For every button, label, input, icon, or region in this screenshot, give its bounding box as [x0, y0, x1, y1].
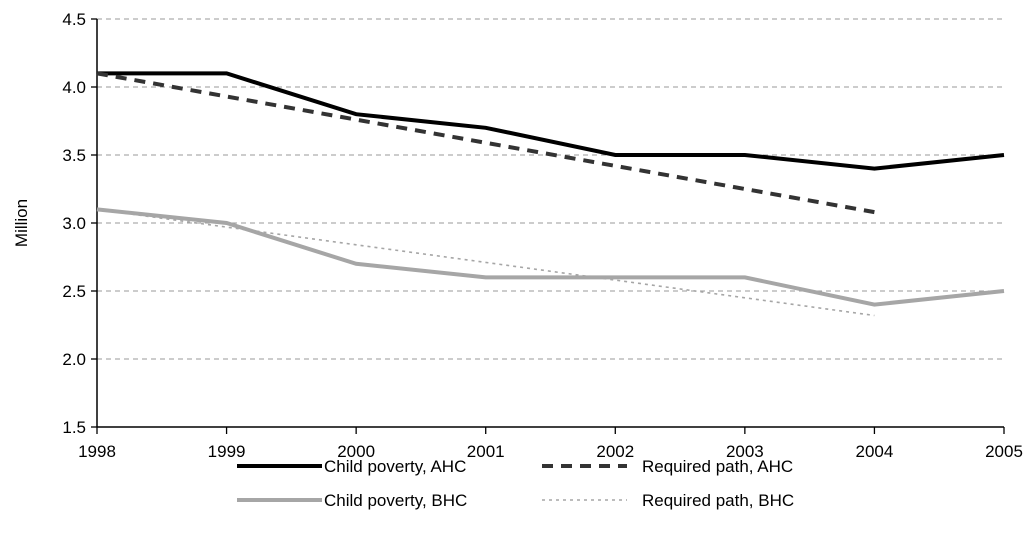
y-axis-title: Million — [12, 199, 31, 247]
gridlines — [97, 18, 1004, 360]
legend-label: Child poverty, AHC — [324, 457, 466, 476]
series-line-child-poverty-ahc — [97, 71, 1005, 171]
y-tick-label: 3.5 — [62, 146, 86, 165]
legend-label: Child poverty, BHC — [324, 491, 467, 510]
y-tick-label: 4.0 — [62, 78, 86, 97]
y-tick-label: 3.0 — [62, 214, 86, 233]
x-tick-label: 2003 — [726, 442, 764, 461]
y-tick-label: 2.5 — [62, 282, 86, 301]
y-tick-label: 4.5 — [62, 10, 86, 29]
legend: Child poverty, AHC Required path, AHC Chil… — [237, 457, 794, 510]
series-line-required-path-ahc — [96, 71, 875, 215]
y-tick-label: 2.0 — [62, 350, 86, 369]
x-tick-label: 2004 — [856, 442, 894, 461]
x-tick-label: 2002 — [596, 442, 634, 461]
x-tick-label: 2000 — [337, 442, 375, 461]
series-line-child-poverty-bhc — [96, 207, 1005, 307]
y-tick-label: 1.5 — [62, 418, 86, 437]
series — [96, 71, 1005, 317]
x-tick-label: 1998 — [78, 442, 116, 461]
x-tick-label: 2005 — [985, 442, 1023, 461]
x-tick-label: 2001 — [467, 442, 505, 461]
x-tick-label: 1999 — [208, 442, 246, 461]
axes: 1.5 2.0 2.5 3.0 3.5 4.0 4.5 1998 1999 2000 2001 200… — [12, 10, 1023, 461]
series-line-required-path-bhc — [96, 208, 875, 317]
legend-label: Required path, AHC — [642, 457, 793, 476]
legend-label: Required path, BHC — [642, 491, 794, 510]
